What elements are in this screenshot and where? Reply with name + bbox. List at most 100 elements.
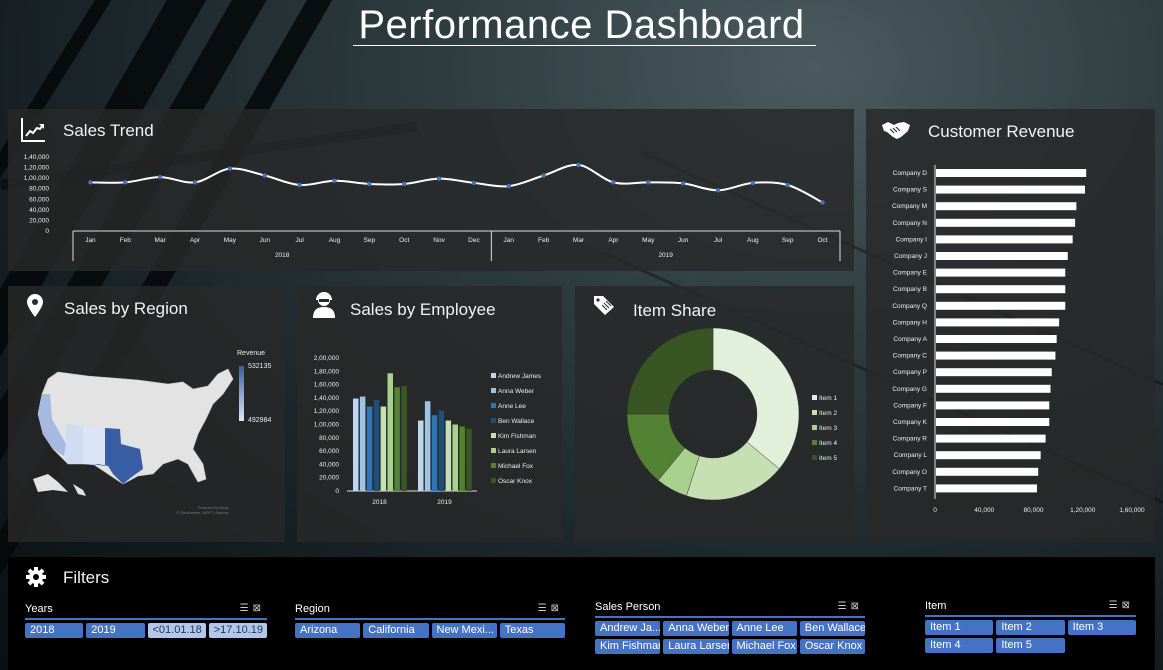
bar[interactable] — [936, 169, 1087, 177]
bar[interactable] — [373, 399, 380, 491]
bar[interactable] — [936, 368, 1052, 377]
data-point[interactable] — [680, 181, 686, 186]
filter-chip[interactable]: Kim Fishman — [595, 639, 661, 654]
data-point[interactable] — [471, 180, 477, 186]
bar[interactable] — [401, 385, 407, 491]
data-point[interactable] — [157, 174, 163, 180]
multi-select-icon[interactable]: ☰ — [1108, 600, 1122, 611]
bar[interactable] — [936, 451, 1041, 460]
data-point[interactable] — [262, 173, 267, 178]
new-mexico — [83, 426, 105, 466]
bar[interactable] — [936, 318, 1060, 327]
sales-by-employee-chart: 0 20,000 40,000 60,000 80,000 1,00,000 1,20,00… — [314, 355, 542, 506]
bar[interactable] — [936, 434, 1046, 443]
bar[interactable] — [936, 418, 1050, 426]
bar[interactable] — [394, 387, 400, 491]
filter-chip[interactable]: Item 2 — [996, 620, 1065, 635]
filter-chip[interactable]: Laura Larsen — [663, 639, 729, 654]
category-label: Company J — [894, 253, 927, 260]
data-point[interactable] — [820, 200, 825, 205]
legend-label: Item 4 — [819, 440, 837, 447]
data-point[interactable] — [785, 182, 790, 188]
bar[interactable] — [936, 484, 1037, 493]
bar[interactable] — [366, 406, 373, 491]
data-point[interactable] — [750, 180, 756, 186]
filter-chip[interactable]: California — [363, 623, 429, 638]
bar[interactable] — [936, 252, 1068, 260]
bar[interactable] — [936, 268, 1066, 277]
bar[interactable] — [936, 185, 1085, 194]
bar[interactable] — [431, 415, 438, 491]
bar[interactable] — [936, 285, 1066, 294]
bar[interactable] — [418, 420, 424, 491]
bar[interactable] — [936, 235, 1073, 244]
clear-filter-icon[interactable]: ⊠ — [850, 601, 863, 612]
data-point[interactable] — [715, 188, 721, 193]
data-point[interactable] — [332, 178, 337, 183]
bar[interactable] — [936, 335, 1057, 343]
data-point[interactable] — [88, 180, 93, 185]
bar[interactable] — [424, 401, 431, 491]
bar[interactable] — [445, 420, 452, 491]
filter-chip[interactable]: Item 1 — [925, 620, 994, 635]
category-label: Company F — [893, 402, 927, 409]
filter-chip[interactable]: Anne Lee — [731, 621, 797, 636]
clear-filter-icon[interactable]: ⊠ — [1121, 600, 1134, 611]
data-point[interactable] — [646, 180, 651, 185]
data-point[interactable] — [297, 182, 302, 188]
bar[interactable] — [353, 398, 359, 491]
bar[interactable] — [452, 424, 459, 492]
x-tick-label: Jan — [504, 237, 515, 244]
data-point[interactable] — [541, 173, 546, 178]
filter-chip[interactable]: <01.01.18 — [147, 623, 206, 638]
filter-chip[interactable]: Item 4 — [925, 638, 994, 653]
data-point[interactable] — [227, 166, 233, 171]
bar[interactable] — [466, 428, 472, 491]
legend-min: 492984 — [248, 417, 272, 424]
donut-slice[interactable] — [626, 327, 714, 415]
bar[interactable] — [936, 301, 1066, 310]
filter-chip[interactable]: >17.10.19 — [208, 623, 267, 638]
bar[interactable] — [359, 396, 366, 491]
clear-filter-icon[interactable]: ⊠ — [550, 603, 563, 614]
filter-chip[interactable]: Item 5 — [996, 638, 1065, 653]
filter-chip[interactable]: 2018 — [25, 623, 84, 638]
multi-select-icon[interactable]: ☰ — [837, 601, 851, 612]
filter-chip[interactable]: 2019 — [86, 623, 145, 638]
filter-chip[interactable]: Texas — [499, 623, 565, 638]
data-point[interactable] — [123, 180, 128, 185]
filter-chip[interactable]: New Mexi... — [431, 623, 497, 638]
filter-chip[interactable]: Ben Wallace — [799, 621, 865, 636]
data-point[interactable] — [367, 181, 372, 187]
filter-chip[interactable]: Arizona — [295, 623, 361, 638]
multi-select-icon[interactable]: ☰ — [537, 603, 551, 614]
filter-chip[interactable]: Oscar Knox — [799, 639, 865, 654]
bar[interactable] — [380, 406, 387, 491]
bar[interactable] — [936, 467, 1039, 476]
legend-label: Item 3 — [819, 425, 837, 432]
filter-chip[interactable]: Item 3 — [1067, 620, 1136, 635]
bar[interactable] — [936, 351, 1056, 360]
filters-panel: Filters Years ☰⊠ 2018 2019 <01.01.18 >17.10… — [8, 557, 1155, 670]
bar[interactable] — [936, 218, 1076, 227]
filter-chip[interactable]: Michael Fox — [731, 639, 797, 654]
data-point[interactable] — [192, 180, 198, 185]
bar[interactable] — [438, 410, 445, 491]
donut-slice[interactable] — [712, 327, 800, 470]
filter-chip[interactable]: Anna Weber — [663, 621, 729, 636]
x-tick-label: 2019 — [437, 499, 452, 506]
data-point[interactable] — [436, 176, 442, 181]
data-point[interactable] — [611, 180, 616, 185]
bar[interactable] — [387, 373, 394, 491]
clear-filter-icon[interactable]: ⊠ — [252, 603, 265, 614]
bar[interactable] — [936, 202, 1077, 211]
multi-select-icon[interactable]: ☰ — [239, 603, 253, 614]
data-point[interactable] — [402, 181, 407, 187]
data-point[interactable] — [576, 162, 581, 168]
filter-chip[interactable]: Andrew Ja... — [595, 621, 661, 636]
bar[interactable] — [936, 384, 1051, 393]
bar[interactable] — [459, 426, 465, 491]
bar[interactable] — [936, 401, 1050, 410]
data-point[interactable] — [506, 183, 511, 189]
category-label: Company L — [894, 452, 928, 459]
